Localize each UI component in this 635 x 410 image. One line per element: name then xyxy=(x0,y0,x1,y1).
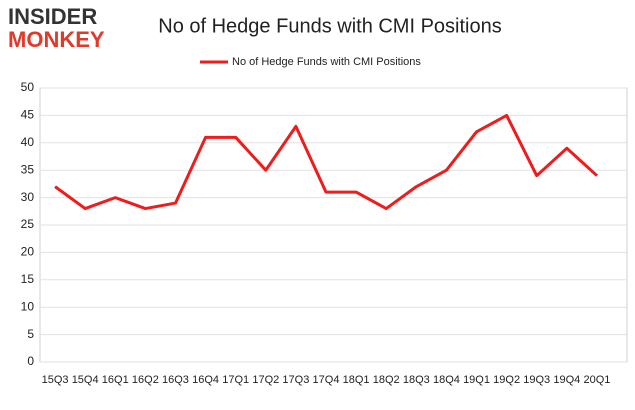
y-tick-label: 20 xyxy=(21,245,35,259)
x-tick-label: 18Q2 xyxy=(373,374,400,386)
x-tick-label: 17Q1 xyxy=(222,374,249,386)
y-tick-label: 40 xyxy=(21,135,35,149)
x-tick-label: 18Q4 xyxy=(433,374,460,386)
y-tick-label: 5 xyxy=(27,327,34,341)
x-tick-label: 17Q4 xyxy=(313,374,340,386)
x-tick-label: 16Q4 xyxy=(192,374,219,386)
data-line xyxy=(54,113,598,211)
y-tick-label: 25 xyxy=(21,217,35,231)
x-tick-label: 19Q2 xyxy=(493,374,520,386)
y-tick-label: 10 xyxy=(21,299,35,313)
x-tick-label: 18Q1 xyxy=(343,374,370,386)
x-tick-label: 19Q4 xyxy=(553,374,580,386)
y-tick-label: 50 xyxy=(21,80,35,94)
x-tick-label: 19Q3 xyxy=(523,374,550,386)
x-tick-label: 19Q1 xyxy=(463,374,490,386)
legend-label: No of Hedge Funds with CMI Positions xyxy=(232,56,421,68)
y-tick-label: 0 xyxy=(27,354,34,368)
y-tick-label: 45 xyxy=(21,108,35,122)
x-tick-label: 16Q3 xyxy=(162,374,189,386)
y-tick-label: 35 xyxy=(21,162,35,176)
logo-line2: MONKEY xyxy=(8,27,105,52)
x-tick-label: 17Q3 xyxy=(282,374,309,386)
chart-title: No of Hedge Funds with CMI Positions xyxy=(158,15,502,37)
x-tick-label: 17Q2 xyxy=(252,374,279,386)
x-tick-label: 16Q2 xyxy=(132,374,159,386)
x-tick-label: 16Q1 xyxy=(102,374,129,386)
x-tick-label: 18Q3 xyxy=(403,374,430,386)
y-tick-label: 15 xyxy=(21,272,35,286)
x-tick-label: 15Q4 xyxy=(72,374,99,386)
y-tick-label: 30 xyxy=(21,190,35,204)
x-tick-label: 20Q1 xyxy=(583,374,610,386)
x-tick-label: 15Q3 xyxy=(42,374,69,386)
logo-line1: INSIDER xyxy=(8,4,97,29)
